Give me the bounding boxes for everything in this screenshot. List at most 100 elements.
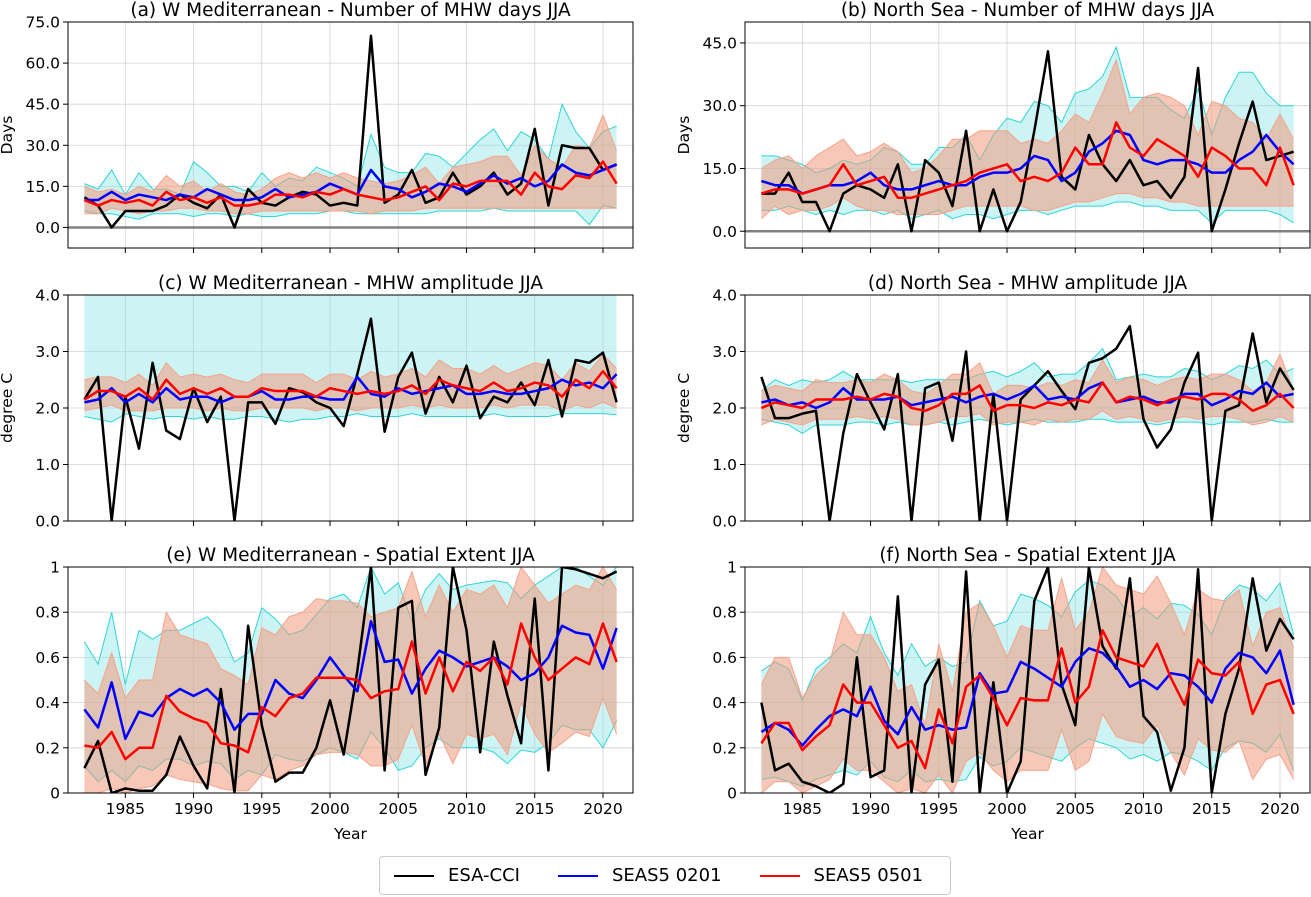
x-tick-label: 2000 <box>310 800 349 818</box>
panel-c: 0.0 1.0 2.0 3.0 4.0 (c) W Mediterranean - MHW… <box>0 273 634 531</box>
y-tick-label: 0.0 <box>712 223 737 241</box>
axes-frame <box>67 566 634 794</box>
legend-line-seas5-0501 <box>759 874 800 877</box>
x-tick-label: 2010 <box>447 800 486 818</box>
y-tick-label: 4.0 <box>35 287 60 305</box>
legend-label-seas5-0201: SEAS5 0201 <box>612 865 722 886</box>
y-tick-label: 1 <box>50 559 60 577</box>
y-tick-label: 1.0 <box>35 456 60 474</box>
y-tick-label: 0.6 <box>35 649 60 667</box>
band-lower-seas5-0201 <box>761 201 1294 224</box>
series-line-seas5-0201 <box>83 619 618 741</box>
series-line-seas5-0501 <box>83 370 618 401</box>
x-tick-label: 2015 <box>1192 800 1231 818</box>
chart-title: (e) W Mediterranean - Spatial Extent JJA <box>166 545 535 566</box>
legend: ESA-CCI SEAS5 0201 SEAS5 0501 <box>379 856 951 895</box>
series-line-esa-cci <box>83 34 618 229</box>
x-tick-label: 2015 <box>515 800 554 818</box>
chart-title: (d) North Sea - MHW amplitude JJA <box>868 273 1188 294</box>
series-line-seas5-0501 <box>83 160 618 207</box>
axes-frame <box>744 21 1311 249</box>
chart-title: (f) North Sea - Spatial Extent JJA <box>879 545 1176 566</box>
series-line-seas5-0201 <box>761 381 1294 410</box>
y-tick-label: 45.0 <box>25 96 60 114</box>
plot-content <box>760 324 1295 521</box>
legend-item-seas5-0201: SEAS5 0201 <box>558 865 722 886</box>
panel-e: 0 0.2 0.4 0.6 0.8 1 1985 1990 1995 2000 2005 2010 20… <box>35 545 634 843</box>
y-tick-label: 0.6 <box>712 649 737 667</box>
plot-content <box>745 45 1310 233</box>
band-upper-seas5-0501 <box>84 353 617 387</box>
axes-frame <box>67 21 634 249</box>
series-line-seas5-0201 <box>84 373 618 404</box>
series-line-seas5-0501 <box>760 629 1295 770</box>
plot-content <box>68 34 633 229</box>
y-tick-label: 0.4 <box>712 694 737 712</box>
y-axis-label: degree C <box>0 373 16 443</box>
x-tick-label: 1995 <box>919 800 958 818</box>
band-lower-seas5-0201 <box>84 204 617 226</box>
x-tick-label: 2000 <box>987 800 1026 818</box>
y-tick-label: 45.0 <box>702 34 737 52</box>
series-line-seas5-0501 <box>84 622 618 761</box>
y-tick-label: 0.2 <box>35 739 60 757</box>
x-tick-label: 2005 <box>1056 800 1095 818</box>
legend-line-esa-cci <box>394 874 434 877</box>
chart-title: (a) W Mediterranean - Number of MHW days… <box>130 0 571 21</box>
panel-b: 0.0 15.0 30.0 45.0 (b) North Sea - Number of… <box>675 0 1311 253</box>
y-tick-label: 0.0 <box>35 219 60 237</box>
series-line-esa-cci <box>83 567 618 793</box>
series-line-esa-cci <box>83 317 618 521</box>
y-tick-label: 0.8 <box>712 604 737 622</box>
band-lower-seas5-0501 <box>84 401 617 412</box>
y-tick-label: 2.0 <box>35 400 60 418</box>
series-line-seas5-0501 <box>761 121 1295 200</box>
y-tick-label: 0.8 <box>35 604 60 622</box>
series-line-seas5-0501 <box>760 381 1295 413</box>
legend-label-esa-cci: ESA-CCI <box>448 865 520 886</box>
y-tick-label: 2.0 <box>712 400 737 418</box>
series-line-esa-cci <box>760 324 1295 521</box>
y-tick-label: 30.0 <box>25 137 60 155</box>
band-lower-seas5-0501 <box>84 207 617 215</box>
series-line-esa-cci <box>760 567 1295 793</box>
x-tick-label: 1995 <box>242 800 281 818</box>
plot-content <box>83 295 618 521</box>
legend-item-esa-cci: ESA-CCI <box>394 865 520 886</box>
x-tick-label: 2010 <box>1124 800 1163 818</box>
band-upper-seas5-0501 <box>84 567 618 700</box>
panel-a: 0.0 15.0 30.0 45.0 60.0 75.0 (a) W Mediterrane… <box>0 0 634 253</box>
y-tick-label: 0.4 <box>35 694 60 712</box>
band-upper-seas5-0501 <box>760 567 1295 726</box>
band-lower-seas5-0501 <box>761 193 1294 220</box>
band-upper-seas5-0201 <box>761 347 1294 392</box>
figure: 0.0 15.0 30.0 45.0 60.0 75.0 (a) W Mediterrane… <box>0 0 1311 843</box>
x-axis-label: Year <box>1010 825 1044 843</box>
plot-content <box>83 567 618 793</box>
y-tick-label: 30.0 <box>702 97 737 115</box>
x-tick-label: 1990 <box>174 800 213 818</box>
legend-label-seas5-0501: SEAS5 0501 <box>813 865 924 886</box>
band-upper-seas5-0501 <box>761 353 1295 395</box>
x-tick-label: 2020 <box>1260 800 1299 818</box>
panel-d: 0.0 1.0 2.0 3.0 4.0 (d) North Sea - MHW ampli… <box>675 273 1311 531</box>
plot-content <box>760 567 1295 793</box>
band-lower-seas5-0501 <box>84 696 618 793</box>
chart-title: (b) North Sea - Number of MHW days JJA <box>841 0 1215 21</box>
band-lower-seas5-0501 <box>761 712 1295 793</box>
band-seas5-0501 <box>84 354 617 411</box>
x-axis-label: Year <box>333 825 367 843</box>
y-tick-label: 60.0 <box>25 55 60 73</box>
band-seas5-0501 <box>84 115 617 214</box>
y-tick-label: 75.0 <box>25 14 60 32</box>
y-tick-label: 0.0 <box>35 513 60 531</box>
legend-item-seas5-0501: SEAS5 0501 <box>759 865 924 886</box>
y-axis-label: Days <box>0 116 16 155</box>
y-tick-label: 3.0 <box>712 343 737 361</box>
y-tick-label: 1 <box>727 559 737 577</box>
band-upper-seas5-0501 <box>761 58 1295 174</box>
x-tick-label: 2020 <box>583 800 622 818</box>
y-tick-label: 0.0 <box>712 513 737 531</box>
x-tick-label: 1985 <box>106 800 145 818</box>
legend-line-seas5-0201 <box>558 874 598 877</box>
